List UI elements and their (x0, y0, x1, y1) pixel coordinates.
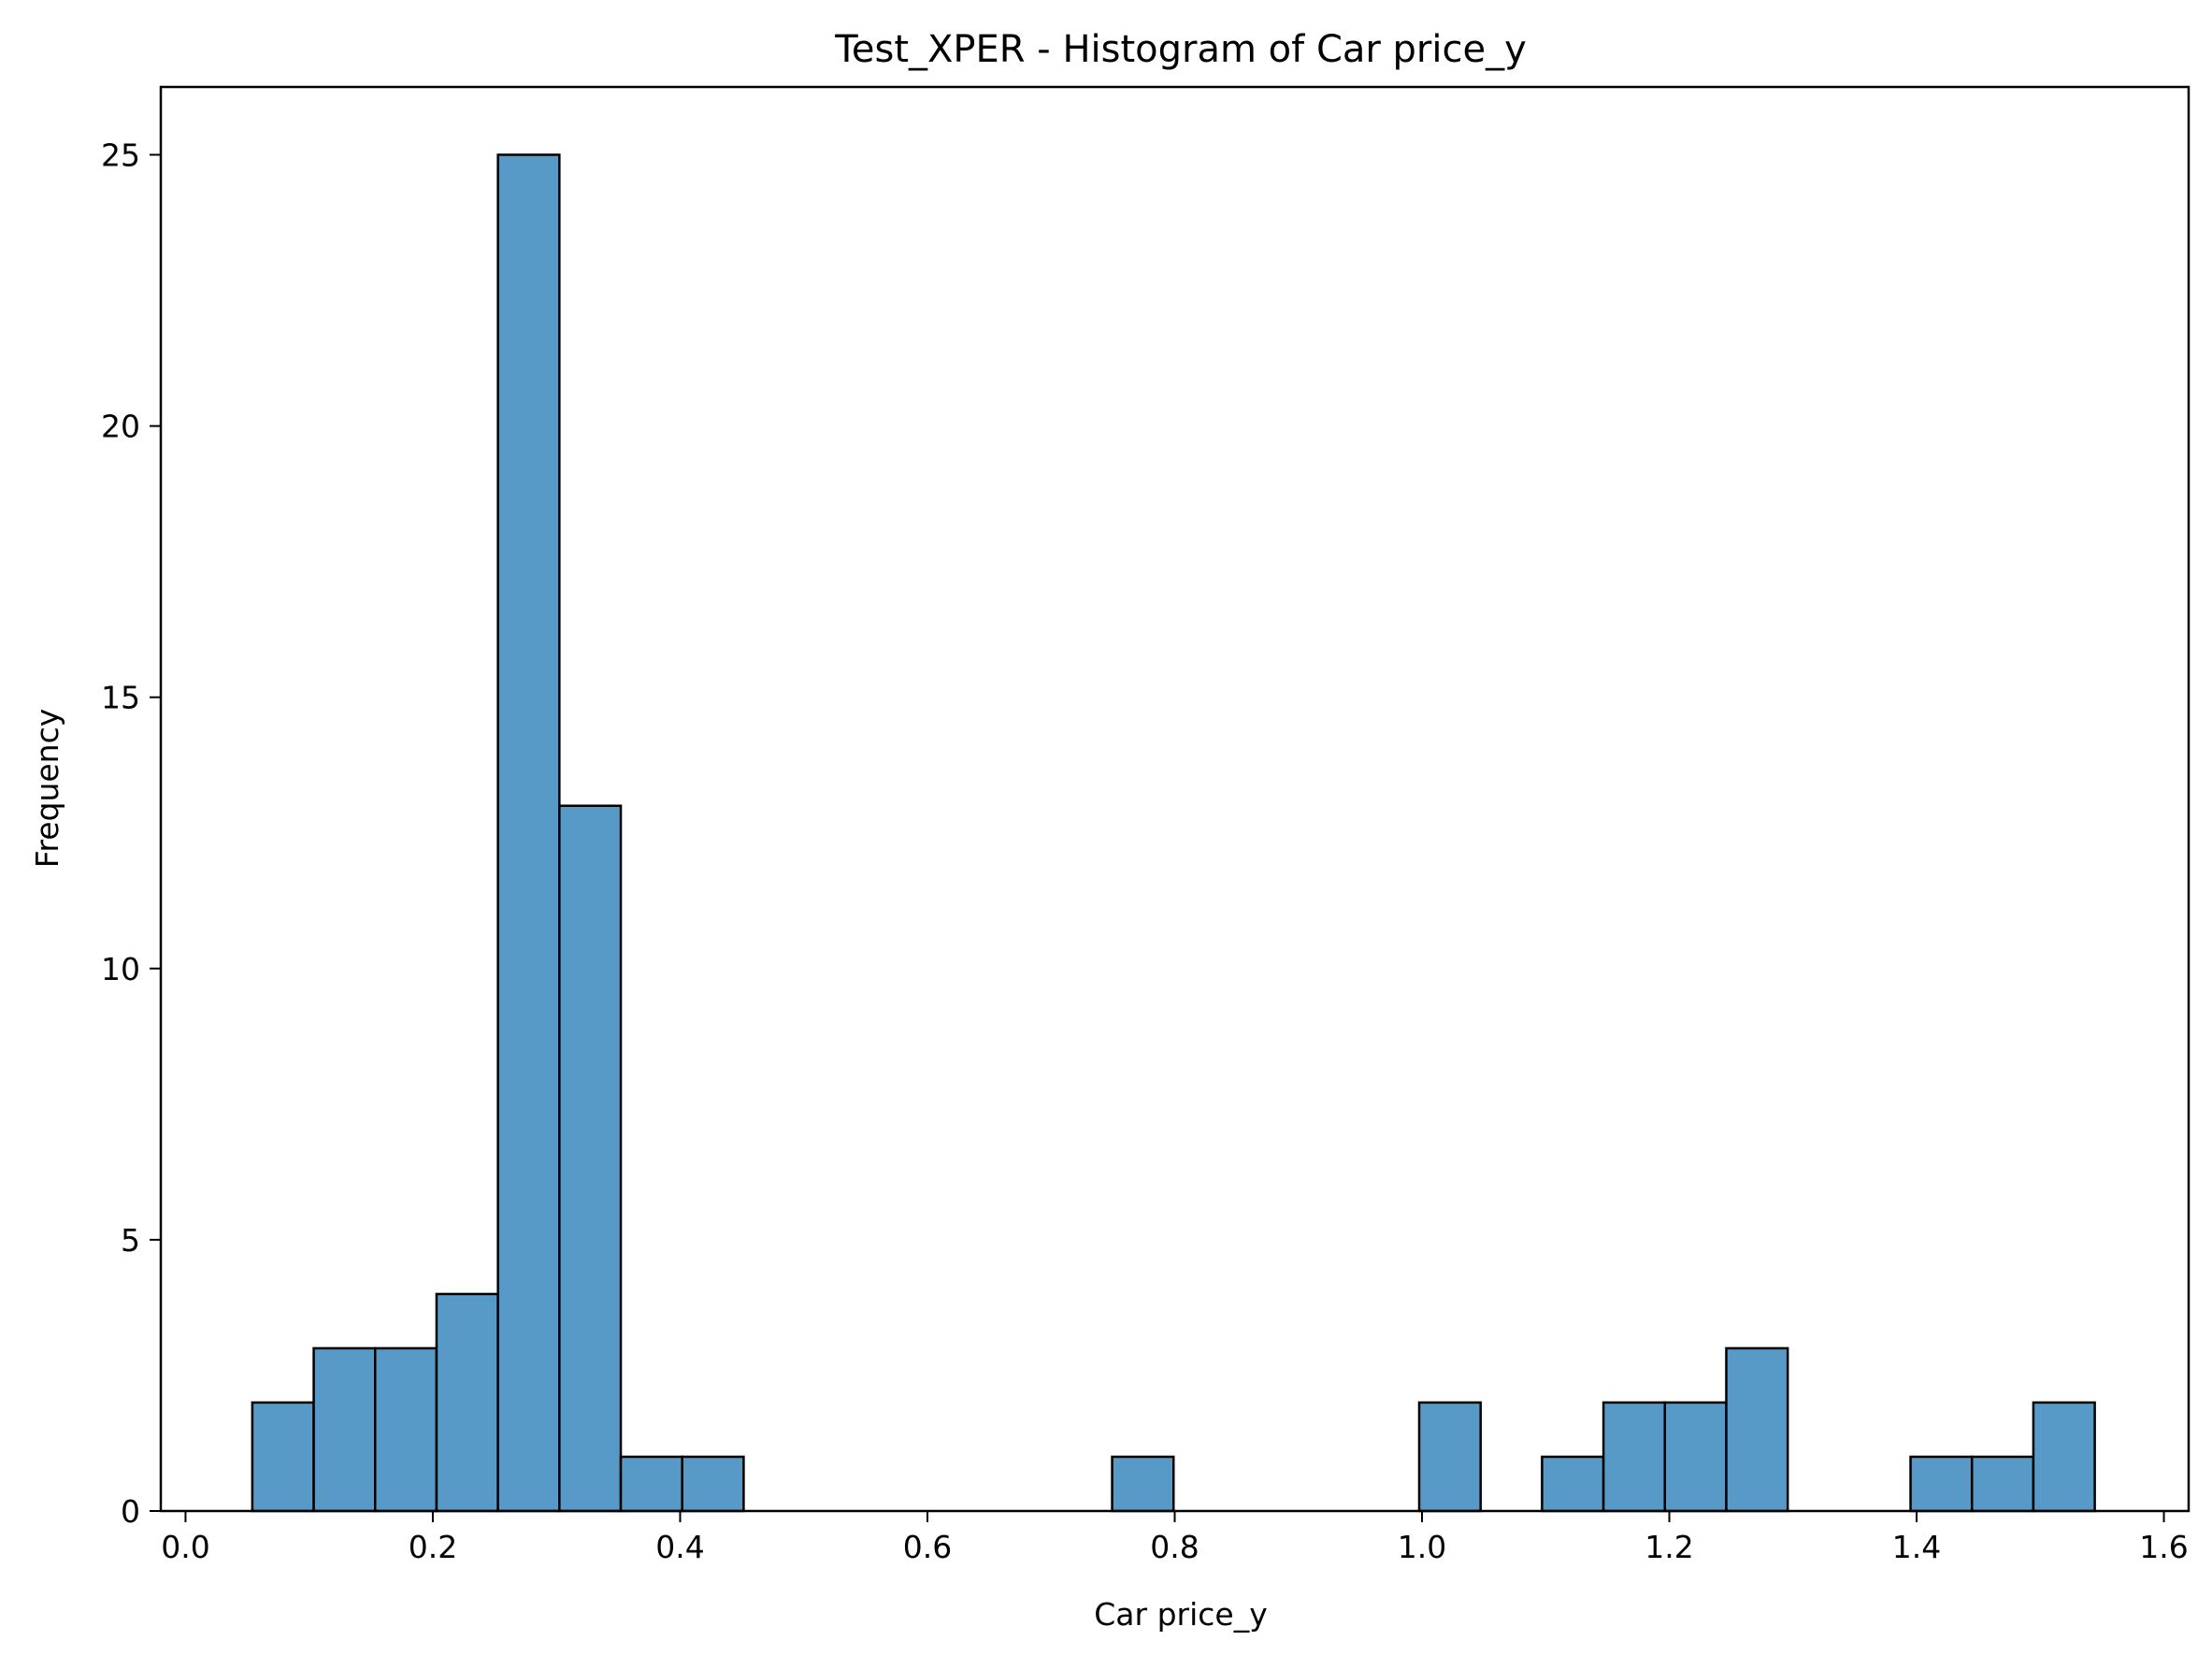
y-tick-label: 10 (101, 951, 140, 987)
y-tick-label: 15 (101, 680, 140, 716)
histogram-bar (558, 804, 623, 1513)
x-tick-label: 1.6 (2139, 1529, 2188, 1565)
histogram-bar (1602, 1401, 1667, 1513)
plot-frame (159, 85, 2190, 1513)
x-tick-label: 1.4 (1892, 1529, 1941, 1565)
y-tick-label: 0 (121, 1493, 140, 1530)
histogram-bar (1541, 1455, 1605, 1513)
histogram-bar (1909, 1455, 1974, 1513)
histogram-bar (1725, 1346, 1789, 1513)
histogram-bar (681, 1455, 745, 1513)
histogram-bar (619, 1455, 683, 1513)
x-tick-label: 0.4 (655, 1529, 704, 1565)
histogram-bar (1417, 1401, 1482, 1513)
histogram-bar (1111, 1455, 1175, 1513)
x-tick-label: 1.2 (1645, 1529, 1693, 1565)
y-axis-ticks: 0 5 10 15 20 25 (101, 137, 161, 1530)
bars-group (251, 153, 2096, 1513)
y-axis-label: Frequency (29, 709, 65, 868)
x-tick-label: 0.0 (161, 1529, 209, 1565)
histogram-bar (1663, 1401, 1728, 1513)
y-tick-label: 20 (101, 409, 140, 445)
histogram-bar (251, 1401, 315, 1513)
histogram-bar (435, 1292, 499, 1513)
y-tick-label: 5 (121, 1222, 140, 1259)
x-axis-ticks: 0.0 0.2 0.4 0.6 0.8 1.0 1.2 1.4 1.6 (161, 1511, 2189, 1565)
x-axis-label: Car price_y (1094, 1596, 1267, 1633)
x-tick-label: 0.6 (903, 1529, 952, 1565)
x-tick-label: 0.2 (409, 1529, 457, 1565)
y-tick-label: 25 (101, 137, 140, 174)
chart-title: Test_XPER - Histogram of Car price_y (834, 28, 1527, 71)
histogram-bar (1970, 1455, 2035, 1513)
x-tick-label: 0.8 (1150, 1529, 1199, 1565)
histogram-bar (312, 1346, 377, 1513)
histogram-bar (496, 153, 561, 1513)
histogram-bar (2032, 1401, 2096, 1513)
histogram-bar (374, 1346, 438, 1513)
x-tick-label: 1.0 (1398, 1529, 1446, 1565)
